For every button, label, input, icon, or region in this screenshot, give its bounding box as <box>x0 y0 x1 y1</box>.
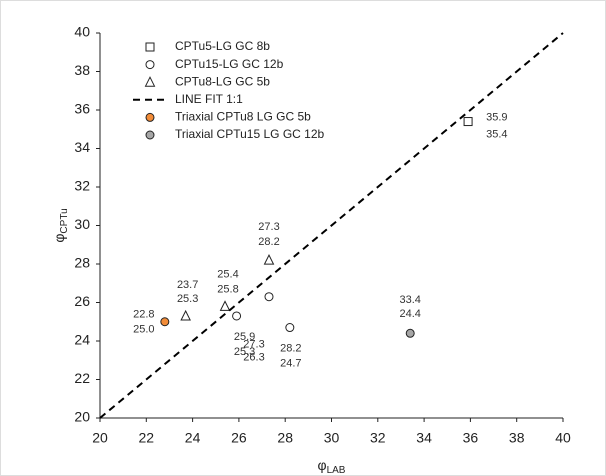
point-label-y: 24.7 <box>280 357 301 369</box>
y-tick-label: 22 <box>74 370 90 386</box>
axis-subscript: CPTu <box>59 208 70 233</box>
legend-label: CPTu5-LG GC 8b <box>175 39 270 53</box>
point-label-y: 26.3 <box>243 352 264 364</box>
legend-swatch <box>145 42 155 52</box>
legend-label: LINE FIT 1:1 <box>175 92 243 106</box>
legend-label: Triaxial CPTu15 LG GC 12b <box>175 127 324 141</box>
point-label-y: 25.0 <box>133 324 154 336</box>
y-tick-label: 40 <box>74 24 90 40</box>
point <box>180 309 191 321</box>
y-label: φCPTu <box>51 208 70 242</box>
x-tick-label: 28 <box>277 430 293 446</box>
point-label-y: 25.3 <box>177 293 198 305</box>
point-label-x: 22.8 <box>133 309 154 321</box>
legend-swatch <box>145 60 155 70</box>
legend-label: Triaxial CPTu8 LG GC 5b <box>175 110 311 124</box>
point-label-x: 33.4 <box>399 294 420 306</box>
axis-symbol: φ <box>51 234 67 243</box>
x-tick-label: 30 <box>324 430 340 446</box>
y-tick-label: 34 <box>74 139 90 155</box>
point-label-y: 25.8 <box>217 283 238 295</box>
point <box>264 292 274 302</box>
x-tick-label: 26 <box>231 430 247 446</box>
legend-label: CPTu15-LG GC 12b <box>175 57 284 71</box>
point <box>232 311 242 321</box>
point-label-x: 28.2 <box>280 342 301 354</box>
axis-subscript: LAB <box>327 465 346 476</box>
point-label-x: 27.3 <box>243 339 264 351</box>
point-label-x: 25.9 <box>234 331 255 343</box>
point-label-x: 27.3 <box>258 221 279 233</box>
x-tick-label: 22 <box>139 430 155 446</box>
point-label-y: 28.2 <box>258 236 279 248</box>
x-tick-label: 24 <box>185 430 201 446</box>
y-tick-label: 36 <box>74 101 90 117</box>
legend-swatch <box>144 76 156 87</box>
x-tick-label: 20 <box>92 430 108 446</box>
x-tick-label: 36 <box>463 430 479 446</box>
legend-label: CPTu8-LG GC 5b <box>175 74 270 88</box>
fit-line <box>99 32 564 419</box>
x-tick-label: 38 <box>509 430 525 446</box>
point-label-y: 25.3 <box>234 346 255 358</box>
x-tick-label: 40 <box>555 430 571 446</box>
point-label-x: 35.9 <box>486 111 507 123</box>
point-label-x: 23.7 <box>177 279 198 291</box>
point-label-y: 35.4 <box>486 128 507 140</box>
point-label-x: 25.4 <box>217 268 238 280</box>
y-tick-label: 32 <box>74 178 90 194</box>
legend-swatch <box>145 130 155 140</box>
point <box>405 328 415 338</box>
y-tick-label: 38 <box>74 62 90 78</box>
point <box>160 317 170 327</box>
y-tick-label: 24 <box>74 332 90 348</box>
x-tick-label: 34 <box>416 430 432 446</box>
x-label: φLAB <box>318 457 346 476</box>
y-tick-label: 28 <box>74 255 90 271</box>
x-tick-label: 32 <box>370 430 386 446</box>
y-tick-label: 30 <box>74 216 90 232</box>
point <box>285 323 295 333</box>
y-tick-label: 26 <box>74 293 90 309</box>
point <box>263 254 275 265</box>
y-tick-label: 20 <box>74 409 90 425</box>
point <box>219 300 231 311</box>
point <box>463 117 473 127</box>
legend-swatch <box>145 112 155 122</box>
point-label-y: 24.4 <box>399 308 420 320</box>
axis-symbol: φ <box>318 457 327 473</box>
